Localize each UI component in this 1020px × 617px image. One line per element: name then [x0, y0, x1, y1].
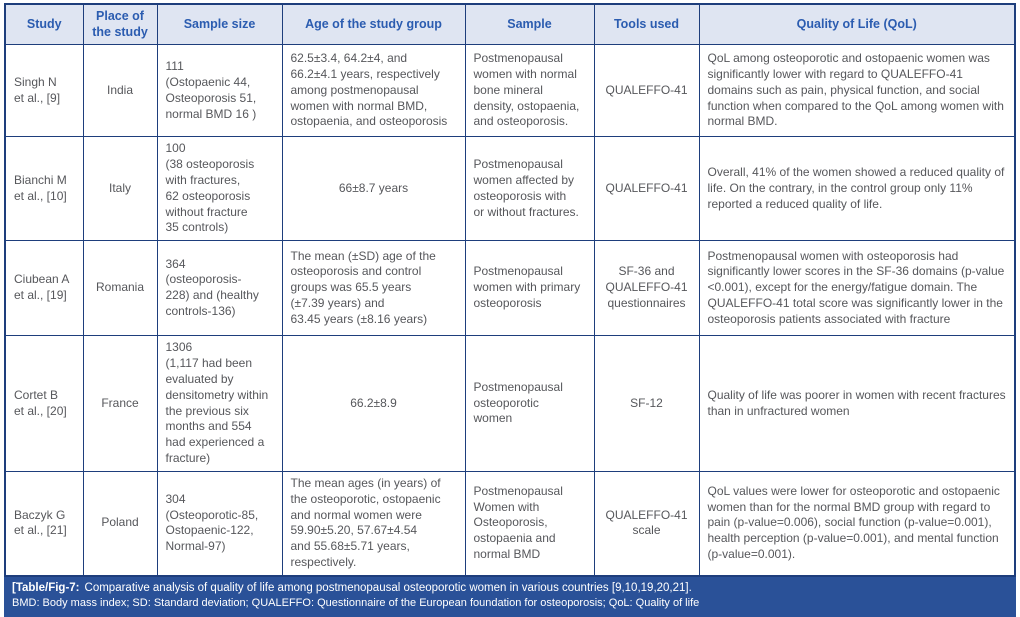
cell-tools: QUALEFFO-41 scale: [593, 470, 700, 577]
column-header-sample-size: Sample size: [156, 3, 283, 46]
cell-study: Bianchi M et al., [10]: [4, 136, 84, 242]
cell-study: Cortet B et al., [20]: [4, 335, 84, 472]
cell-place: Italy: [82, 136, 158, 242]
cell-tools: SF-12: [593, 335, 700, 472]
cell-age: 62.5±3.4, 64.2±4, and 66.2±4.1 years, re…: [281, 44, 466, 138]
cell-qol: Overall, 41% of the women showed a reduc…: [698, 136, 1016, 242]
cell-tools: SF-36 and QUALEFFO-41 questionnaires: [593, 240, 700, 337]
caption-label: [Table/Fig-7:: [12, 581, 80, 594]
column-header-tools: Tools used: [593, 3, 700, 46]
table-row: Baczyk G et al., [21] Poland 304 (Osteopor…: [4, 470, 1016, 577]
table-row: Cortet B et al., [20] France 1306 (1,117 h…: [4, 335, 1016, 472]
cell-study: Ciubean A et al., [19]: [4, 240, 84, 337]
cell-place: France: [82, 335, 158, 472]
cell-sample-size: 304 (Osteoporotic-85, Ostopaenic-122, No…: [156, 470, 283, 577]
cell-age: 66.2±8.9: [281, 335, 466, 472]
cell-tools: QUALEFFO-41: [593, 44, 700, 138]
cell-age: The mean ages (in years) of the osteopor…: [281, 470, 466, 577]
table-row: Ciubean A et al., [19] Romania 364 (osteop…: [4, 240, 1016, 337]
cell-study: Singh N et al., [9]: [4, 44, 84, 138]
caption-abbreviations: BMD: Body mass index; SD: Standard devia…: [12, 597, 700, 610]
column-header-age: Age of the study group: [281, 3, 466, 46]
cell-qol: QoL values were lower for osteoporotic a…: [698, 470, 1016, 577]
cell-study: Baczyk G et al., [21]: [4, 470, 84, 577]
cell-qol: Postmenopausal women with osteoporosis h…: [698, 240, 1016, 337]
qol-comparison-table: Study Place of the study Sample size Age of…: [4, 3, 1016, 577]
caption-line: [Table/Fig-7: Comparative analysis of qua…: [12, 581, 1008, 597]
cell-sample-size: 1306 (1,117 had been evaluated by densit…: [156, 335, 283, 472]
cell-place: Poland: [82, 470, 158, 577]
table-header-row: Study Place of the study Sample size Age of…: [4, 3, 1016, 46]
table-row: Bianchi M et al., [10] Italy 100 (38 osteo…: [4, 136, 1016, 242]
cell-sample: Postmenopausal Women with Osteoporosis, …: [464, 470, 595, 577]
cell-age: The mean (±SD) age of the osteoporosis a…: [281, 240, 466, 337]
column-header-place: Place of the study: [82, 3, 158, 46]
cell-sample: Postmenopausal women with primary osteop…: [464, 240, 595, 337]
cell-place: India: [82, 44, 158, 138]
column-header-qol: Quality of Life (QoL): [698, 3, 1016, 46]
cell-age: 66±8.7 years: [281, 136, 466, 242]
table-row: Singh N et al., [9] India 111 (Ostopaenic …: [4, 44, 1016, 138]
cell-sample: Postmenopausal osteoporotic women: [464, 335, 595, 472]
column-header-sample: Sample: [464, 3, 595, 46]
cell-sample-size: 100 (38 osteoporosis with fractures, 62 …: [156, 136, 283, 242]
cell-sample-size: 111 (Ostopaenic 44, Osteoporosis 51, nor…: [156, 44, 283, 138]
column-header-study: Study: [4, 3, 84, 46]
table-body: Singh N et al., [9] India 111 (Ostopaenic …: [4, 44, 1016, 577]
cell-sample: Postmenopausal women with normal bone mi…: [464, 44, 595, 138]
table-caption: [Table/Fig-7: Comparative analysis of qua…: [4, 576, 1016, 617]
cell-place: Romania: [82, 240, 158, 337]
cell-tools: QUALEFFO-41: [593, 136, 700, 242]
cell-sample-size: 364 (osteoporosis- 228) and (healthy con…: [156, 240, 283, 337]
cell-qol: Quality of life was poorer in women with…: [698, 335, 1016, 472]
cell-sample: Postmenopausal women affected by osteopo…: [464, 136, 595, 242]
caption-text: Comparative analysis of quality of life …: [84, 581, 692, 594]
cell-qol: QoL among osteoporotic and ostopaenic wo…: [698, 44, 1016, 138]
